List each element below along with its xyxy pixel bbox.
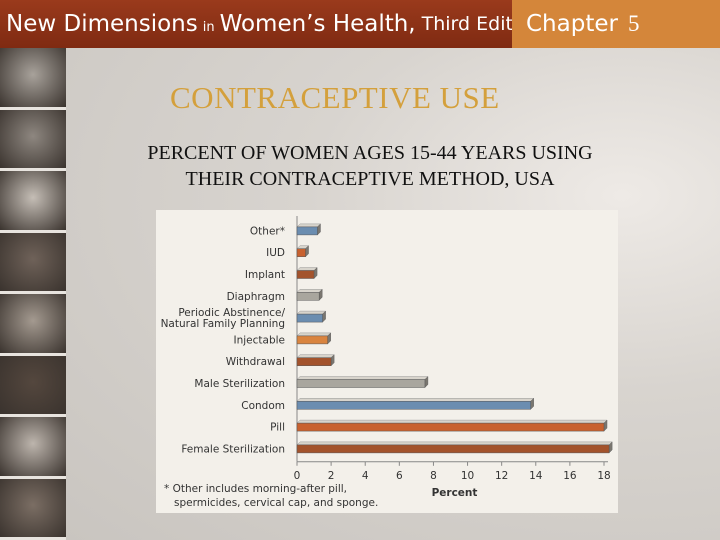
bar-chart: Other* IUD Implant Diaphragm Periodic Abstin… <box>161 216 613 499</box>
category-label: Withdrawal <box>226 356 285 368</box>
bar <box>296 248 306 257</box>
bar-top-face <box>296 376 429 380</box>
bar <box>296 335 328 345</box>
bar <box>296 401 531 410</box>
category-label: Other* <box>250 225 285 237</box>
portrait-photo-8 <box>0 478 66 540</box>
bar <box>296 270 315 279</box>
book-title: New Dimensions in Women’s Health, Third … <box>0 0 542 48</box>
portrait-photo-6 <box>0 355 66 417</box>
bar-top-face <box>296 398 535 402</box>
bar-top-face <box>296 354 335 358</box>
book-title-part2: in <box>202 19 215 35</box>
bar-top-face <box>296 267 318 271</box>
category-label: Implant <box>245 269 285 281</box>
category-label: Female Sterilization <box>181 443 285 455</box>
slide-header: New Dimensions in Women’s Health, Third … <box>0 0 720 48</box>
portrait-photo-5 <box>0 294 66 356</box>
slide-subtitle: PERCENT OF WOMEN AGES 15-44 YEARS USING … <box>90 140 650 192</box>
bar <box>296 357 332 366</box>
category-label: Diaphragm <box>227 291 285 303</box>
x-tick-label: 12 <box>495 470 508 482</box>
bar <box>296 226 318 236</box>
footnote-line1: * Other includes morning-after pill, <box>164 483 347 495</box>
category-label: Condom <box>241 400 285 412</box>
x-tick-label: 18 <box>597 470 610 482</box>
category-label: Injectable <box>234 334 286 346</box>
x-tick-label: 2 <box>328 470 335 482</box>
x-tick-label: 8 <box>430 470 437 482</box>
category-label: Periodic Abstinence/ <box>178 307 285 319</box>
x-tick-label: 4 <box>362 470 369 482</box>
portrait-photo-2 <box>0 109 66 171</box>
bar <box>296 313 323 323</box>
category-label: IUD <box>266 247 285 259</box>
bar-top-face <box>296 223 322 228</box>
bar <box>296 379 426 388</box>
bar <box>296 292 320 301</box>
slide-title: CONTRACEPTIVE USE <box>170 80 500 115</box>
chart-footnote: * Other includes morning-after pill, spe… <box>164 482 378 510</box>
bar <box>296 444 610 454</box>
book-title-part4: Third Edition <box>421 13 542 35</box>
category-label: Male Sterilization <box>194 378 285 390</box>
x-tick-label: 14 <box>529 470 543 482</box>
portrait-photo-7 <box>0 417 66 479</box>
portrait-photo-4 <box>0 232 66 294</box>
portrait-photo-3 <box>0 171 66 233</box>
category-label: Natural Family Planning <box>161 318 285 330</box>
x-tick-label: 10 <box>461 470 474 482</box>
bar-top-face <box>296 289 323 293</box>
chapter-number: 5 <box>627 11 640 36</box>
bar-top-face <box>296 419 608 424</box>
x-tick-label: 16 <box>563 470 577 482</box>
footnote-line2: spermicides, cervical cap, and sponge. <box>174 497 379 509</box>
bar-top-face <box>296 441 613 446</box>
chapter-label: Chapter <box>526 11 618 37</box>
bar-top-face <box>296 332 332 337</box>
subtitle-line1: PERCENT OF WOMEN AGES 15-44 YEARS USING <box>147 142 593 164</box>
book-title-part3: Women’s Health, <box>219 11 416 37</box>
x-axis-label: Percent <box>432 487 478 499</box>
chapter-label-box: Chapter 5 <box>512 0 720 48</box>
bar <box>296 422 605 432</box>
portrait-photo-1 <box>0 48 66 110</box>
bar-top-face <box>296 310 327 315</box>
x-tick-label: 0 <box>294 470 301 482</box>
book-title-part1: New Dimensions <box>6 11 198 37</box>
photo-strip <box>0 48 66 540</box>
subtitle-line2: THEIR CONTRACEPTIVE METHOD, USA <box>185 168 555 190</box>
chart-panel: Other* IUD Implant Diaphragm Periodic Abstin… <box>156 210 618 513</box>
x-tick-label: 6 <box>396 470 403 482</box>
category-label: Pill <box>270 422 285 434</box>
